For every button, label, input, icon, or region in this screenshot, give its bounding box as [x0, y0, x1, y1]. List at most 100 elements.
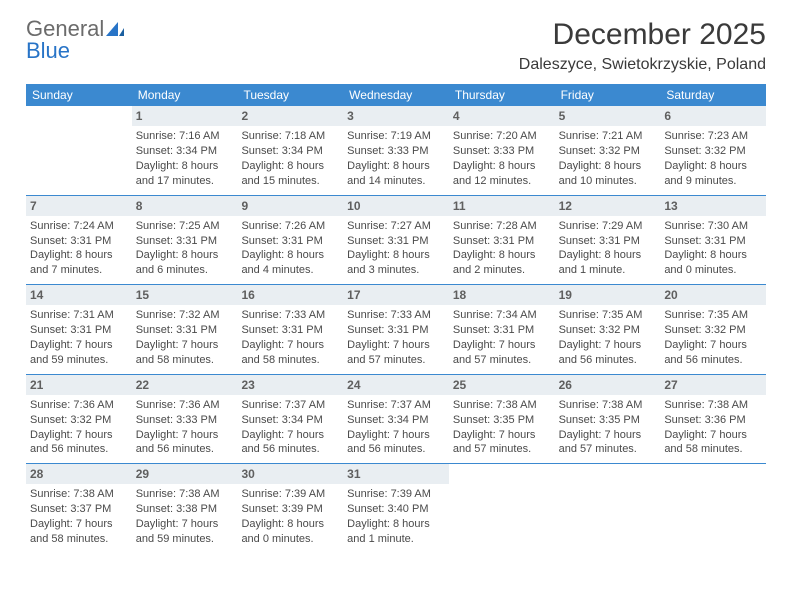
cell-line: Sunrise: 7:31 AM: [30, 308, 128, 323]
cell-line: Sunset: 3:31 PM: [241, 323, 339, 338]
calendar-cell: 10Sunrise: 7:27 AMSunset: 3:31 PMDayligh…: [343, 196, 449, 285]
cell-line: Sunset: 3:31 PM: [136, 234, 234, 249]
calendar-cell: 22Sunrise: 7:36 AMSunset: 3:33 PMDayligh…: [132, 375, 238, 464]
weekday-header: Monday: [132, 84, 238, 106]
cell-line: Sunrise: 7:35 AM: [559, 308, 657, 323]
weekday-header: Thursday: [449, 84, 555, 106]
cell-line: Daylight: 8 hours and 10 minutes.: [559, 159, 657, 189]
cell-line: Sunset: 3:32 PM: [664, 323, 762, 338]
cell-line: Sunset: 3:31 PM: [453, 323, 551, 338]
cell-line: Sunset: 3:35 PM: [559, 413, 657, 428]
cell-line: Sunset: 3:31 PM: [30, 234, 128, 249]
day-number: 20: [660, 285, 766, 305]
calendar-cell: 28Sunrise: 7:38 AMSunset: 3:37 PMDayligh…: [26, 464, 132, 553]
cell-line: Sunset: 3:32 PM: [559, 144, 657, 159]
cell-line: Daylight: 8 hours and 0 minutes.: [241, 517, 339, 547]
cell-line: Daylight: 7 hours and 57 minutes.: [453, 428, 551, 458]
cell-line: Daylight: 8 hours and 7 minutes.: [30, 248, 128, 278]
calendar-cell: 14Sunrise: 7:31 AMSunset: 3:31 PMDayligh…: [26, 285, 132, 374]
cell-line: Daylight: 8 hours and 2 minutes.: [453, 248, 551, 278]
calendar-cell: 15Sunrise: 7:32 AMSunset: 3:31 PMDayligh…: [132, 285, 238, 374]
calendar-cell: [660, 464, 766, 553]
day-number: 11: [449, 196, 555, 216]
day-number: 18: [449, 285, 555, 305]
cell-line: Daylight: 7 hours and 58 minutes.: [30, 517, 128, 547]
day-number: 9: [237, 196, 343, 216]
calendar-cell: 16Sunrise: 7:33 AMSunset: 3:31 PMDayligh…: [237, 285, 343, 374]
month-title: December 2025: [519, 18, 766, 52]
calendar-cell: 4Sunrise: 7:20 AMSunset: 3:33 PMDaylight…: [449, 106, 555, 195]
calendar-cell: 24Sunrise: 7:37 AMSunset: 3:34 PMDayligh…: [343, 375, 449, 464]
brand-text: General Blue: [26, 18, 124, 62]
calendar-cell: 3Sunrise: 7:19 AMSunset: 3:33 PMDaylight…: [343, 106, 449, 195]
cell-line: Sunrise: 7:24 AM: [30, 219, 128, 234]
calendar-cell: 2 Sunrise: 7:18 AMSunset: 3:34 PMDaylight…: [237, 106, 343, 195]
calendar-cell: 5Sunrise: 7:21 AMSunset: 3:32 PMDaylight…: [555, 106, 661, 195]
cell-line: Sunrise: 7:32 AM: [136, 308, 234, 323]
cell-line: Daylight: 7 hours and 56 minutes.: [347, 428, 445, 458]
cell-line: Daylight: 7 hours and 58 minutes.: [241, 338, 339, 368]
day-number: 7: [26, 196, 132, 216]
calendar-cell: 8Sunrise: 7:25 AMSunset: 3:31 PMDaylight…: [132, 196, 238, 285]
cell-line: Sunset: 3:34 PM: [347, 413, 445, 428]
cell-line: Sunset: 3:40 PM: [347, 502, 445, 517]
cell-line: Daylight: 8 hours and 12 minutes.: [453, 159, 551, 189]
day-number: 30: [237, 464, 343, 484]
calendar-cell: 19Sunrise: 7:35 AMSunset: 3:32 PMDayligh…: [555, 285, 661, 374]
calendar-cell: [555, 464, 661, 553]
cell-line: Sunset: 3:34 PM: [241, 413, 339, 428]
calendar-cell: 26Sunrise: 7:38 AMSunset: 3:35 PMDayligh…: [555, 375, 661, 464]
calendar-cell: 21Sunrise: 7:36 AMSunset: 3:32 PMDayligh…: [26, 375, 132, 464]
cell-line: Daylight: 8 hours and 3 minutes.: [347, 248, 445, 278]
cell-line: Sunrise: 7:38 AM: [136, 487, 234, 502]
cell-line: Sunset: 3:35 PM: [453, 413, 551, 428]
day-number: 17: [343, 285, 449, 305]
day-number: [660, 464, 766, 468]
cell-line: Daylight: 7 hours and 57 minutes.: [347, 338, 445, 368]
calendar-cell: 29Sunrise: 7:38 AMSunset: 3:38 PMDayligh…: [132, 464, 238, 553]
weekday-header: Sunday: [26, 84, 132, 106]
calendar-cell: [449, 464, 555, 553]
cell-line: Daylight: 8 hours and 17 minutes.: [136, 159, 234, 189]
cell-line: Daylight: 8 hours and 9 minutes.: [664, 159, 762, 189]
day-number: [555, 464, 661, 468]
calendar-week: 28Sunrise: 7:38 AMSunset: 3:37 PMDayligh…: [26, 464, 766, 553]
cell-line: Daylight: 7 hours and 56 minutes.: [136, 428, 234, 458]
calendar-cell: 25Sunrise: 7:38 AMSunset: 3:35 PMDayligh…: [449, 375, 555, 464]
cell-line: Sunrise: 7:26 AM: [241, 219, 339, 234]
day-number: 28: [26, 464, 132, 484]
day-number: 8: [132, 196, 238, 216]
cell-line: Sunrise: 7:23 AM: [664, 129, 762, 144]
cell-line: Sunset: 3:37 PM: [30, 502, 128, 517]
day-number: 24: [343, 375, 449, 395]
cell-line: Sunset: 3:31 PM: [347, 323, 445, 338]
cell-line: Daylight: 8 hours and 15 minutes.: [241, 159, 339, 189]
cell-line: Sunrise: 7:38 AM: [664, 398, 762, 413]
cell-line: Daylight: 8 hours and 1 minute.: [347, 517, 445, 547]
calendar-cell: 9Sunrise: 7:26 AMSunset: 3:31 PMDaylight…: [237, 196, 343, 285]
cell-line: Sunrise: 7:18 AM: [241, 129, 339, 144]
day-number: 3: [343, 106, 449, 126]
cell-line: Sunrise: 7:27 AM: [347, 219, 445, 234]
cell-line: Sunset: 3:33 PM: [347, 144, 445, 159]
day-number: 2: [237, 106, 343, 126]
day-number: 25: [449, 375, 555, 395]
cell-line: Sunset: 3:31 PM: [136, 323, 234, 338]
cell-line: Sunrise: 7:36 AM: [136, 398, 234, 413]
cell-line: Daylight: 8 hours and 6 minutes.: [136, 248, 234, 278]
cell-line: Sunrise: 7:20 AM: [453, 129, 551, 144]
day-number: 29: [132, 464, 238, 484]
calendar-cell: 12Sunrise: 7:29 AMSunset: 3:31 PMDayligh…: [555, 196, 661, 285]
calendar-cell: 27Sunrise: 7:38 AMSunset: 3:36 PMDayligh…: [660, 375, 766, 464]
cell-line: Daylight: 7 hours and 56 minutes.: [30, 428, 128, 458]
cell-line: Sunset: 3:34 PM: [241, 144, 339, 159]
cell-line: Daylight: 8 hours and 14 minutes.: [347, 159, 445, 189]
day-number: 15: [132, 285, 238, 305]
cell-line: Sunrise: 7:33 AM: [241, 308, 339, 323]
cell-line: Sunrise: 7:39 AM: [347, 487, 445, 502]
calendar-cell: 1Sunrise: 7:16 AMSunset: 3:34 PMDaylight…: [132, 106, 238, 195]
cell-line: Sunrise: 7:16 AM: [136, 129, 234, 144]
day-number: 27: [660, 375, 766, 395]
calendar-week: 14Sunrise: 7:31 AMSunset: 3:31 PMDayligh…: [26, 285, 766, 375]
cell-line: Sunset: 3:33 PM: [136, 413, 234, 428]
